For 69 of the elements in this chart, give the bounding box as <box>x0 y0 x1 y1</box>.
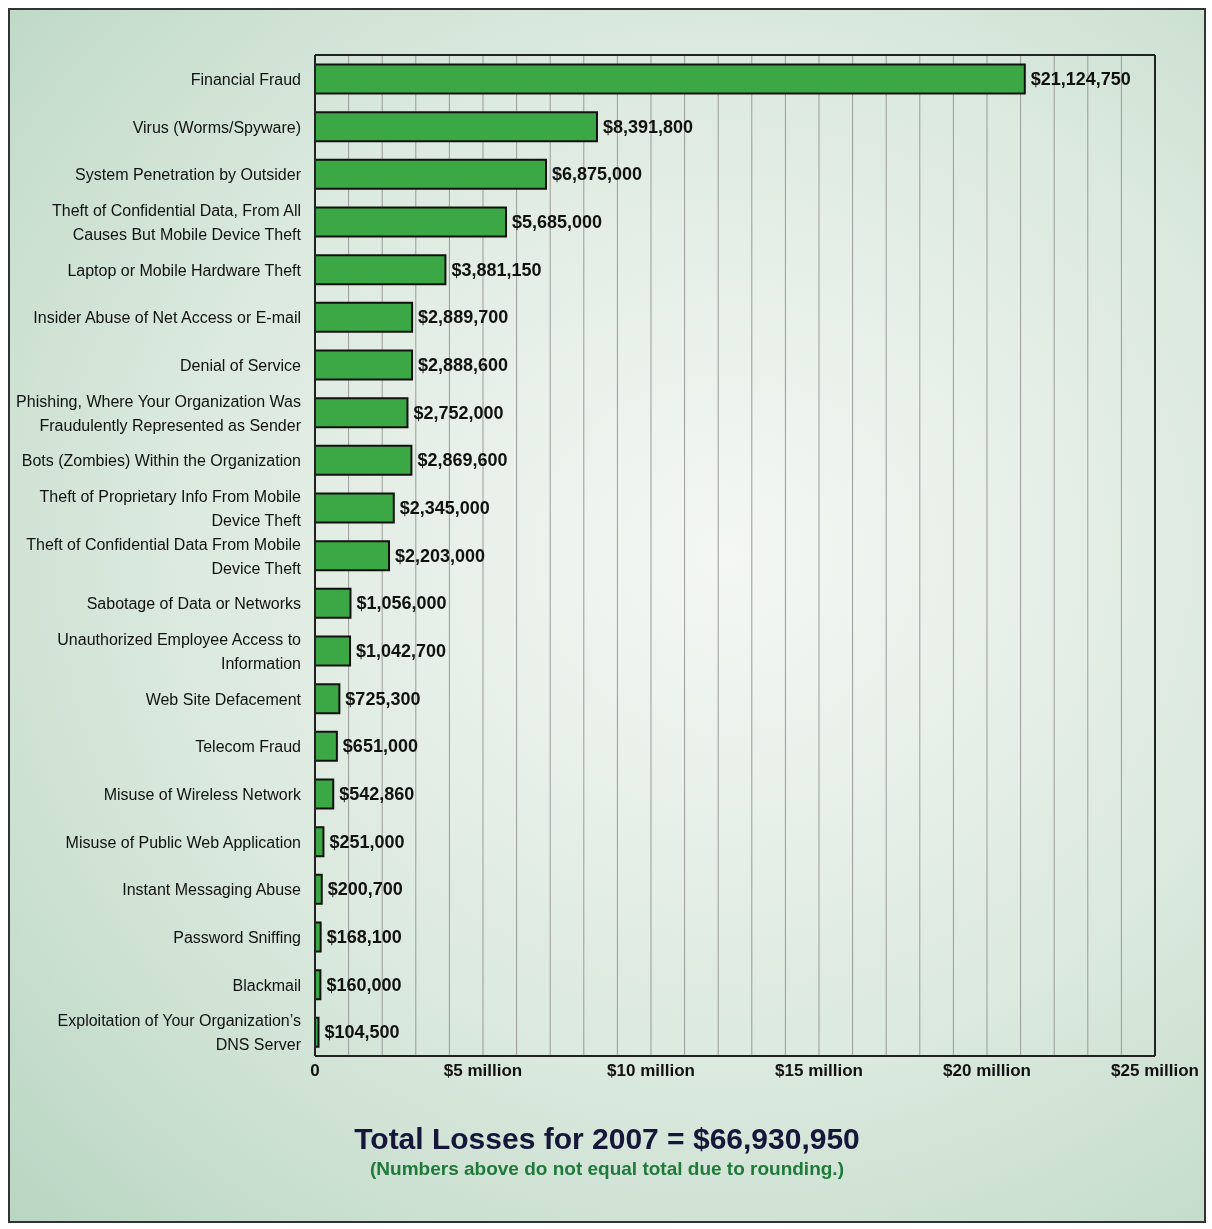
data-label: $725,300 <box>345 688 421 709</box>
y-tick-label: Web Site Defacement <box>145 690 302 707</box>
data-label: $5,685,000 <box>512 212 603 233</box>
y-tick-label: Theft of Confidential Data From Mobile Device Theft <box>26 535 302 576</box>
y-tick-label: Denial of Service <box>180 356 302 374</box>
y-tick-label: Instant Messaging Abuse <box>122 880 302 898</box>
y-tick-label: Misuse of Public Web Application <box>65 833 301 850</box>
bar <box>315 1016 320 1048</box>
bar <box>315 778 335 810</box>
y-tick-label: Phishing, Where Your Organization Was Fraudulently Represented as Sender <box>16 392 302 433</box>
x-tick-label: $20 million <box>943 1061 1031 1081</box>
bar <box>315 635 352 667</box>
data-label: $160,000 <box>326 974 402 995</box>
y-tick-label: Sabotage of Data or Networks <box>86 594 301 612</box>
bar <box>315 921 322 953</box>
bar <box>315 444 413 476</box>
y-tick-label: Bots (Zombies) Within the Organization <box>21 451 301 469</box>
bar <box>315 206 508 238</box>
data-label: $21,124,750 <box>1030 69 1131 90</box>
data-label: $1,042,700 <box>356 641 447 662</box>
bar <box>315 158 547 190</box>
y-tick-label: Misuse of Wireless Network <box>103 785 302 803</box>
data-label: $8,391,800 <box>602 116 694 137</box>
bar <box>315 730 338 762</box>
data-label: $2,869,600 <box>417 450 508 471</box>
data-label: $2,752,000 <box>413 402 504 423</box>
y-tick-label: Password Sniffing <box>173 928 301 946</box>
y-tick-label: Exploitation of Your Organization’s DNS Server <box>57 1011 302 1053</box>
data-label: $6,875,000 <box>552 164 643 185</box>
y-tick-label: Theft of Proprietary Info From Mobile Device Theft <box>39 487 302 529</box>
data-label: $251,000 <box>329 831 405 852</box>
data-label: $2,203,000 <box>395 545 486 566</box>
y-tick-label: Virus (Worms/Spyware) <box>132 118 301 135</box>
bar <box>315 492 395 524</box>
data-label: $651,000 <box>342 736 418 757</box>
data-label: $2,889,700 <box>418 307 509 328</box>
bar <box>315 349 414 381</box>
bar <box>315 587 352 619</box>
data-label: $2,888,600 <box>418 355 509 376</box>
bar <box>315 254 447 286</box>
bar <box>315 873 323 905</box>
x-tick-label: $10 million <box>607 1061 695 1081</box>
bar <box>315 683 341 715</box>
text: Total Losses for 2007 = $66,930,950 <box>353 1122 861 1156</box>
x-tick-label: $15 million <box>775 1061 863 1081</box>
data-label: $2,345,000 <box>399 498 490 519</box>
y-tick-label: Financial Fraud <box>190 70 301 88</box>
data-label: $200,700 <box>327 879 403 900</box>
bar <box>315 540 391 572</box>
x-tick-label: $25 million <box>1111 1061 1199 1081</box>
bar <box>315 111 598 143</box>
x-tick-label: $5 million <box>443 1061 523 1081</box>
y-tick-label: Theft of Confidential Data, From All Causes But Mobile Device Theft <box>52 201 302 243</box>
y-tick-label: Laptop or Mobile Hardware Theft <box>67 261 302 278</box>
bar <box>315 397 409 429</box>
y-tick-label: Insider Abuse of Net Access or E-mail <box>33 308 301 326</box>
text: (Numbers above do not equal total due to rounding.) <box>369 1158 845 1180</box>
data-label: $168,100 <box>326 927 402 948</box>
y-tick-label: Unauthorized Employee Access to Information <box>57 630 302 672</box>
y-tick-label: Telecom Fraud <box>195 737 301 755</box>
y-tick-label: System Penetration by Outsider <box>75 165 302 183</box>
bar <box>315 301 414 333</box>
data-label: $542,860 <box>339 784 415 805</box>
data-label: $3,881,150 <box>451 259 542 280</box>
y-tick-label: Blackmail <box>232 976 301 993</box>
data-label: $1,056,000 <box>356 593 447 614</box>
x-tick-label: 0 <box>310 1061 320 1081</box>
bar <box>315 63 1026 95</box>
data-label: $104,500 <box>324 1022 400 1043</box>
